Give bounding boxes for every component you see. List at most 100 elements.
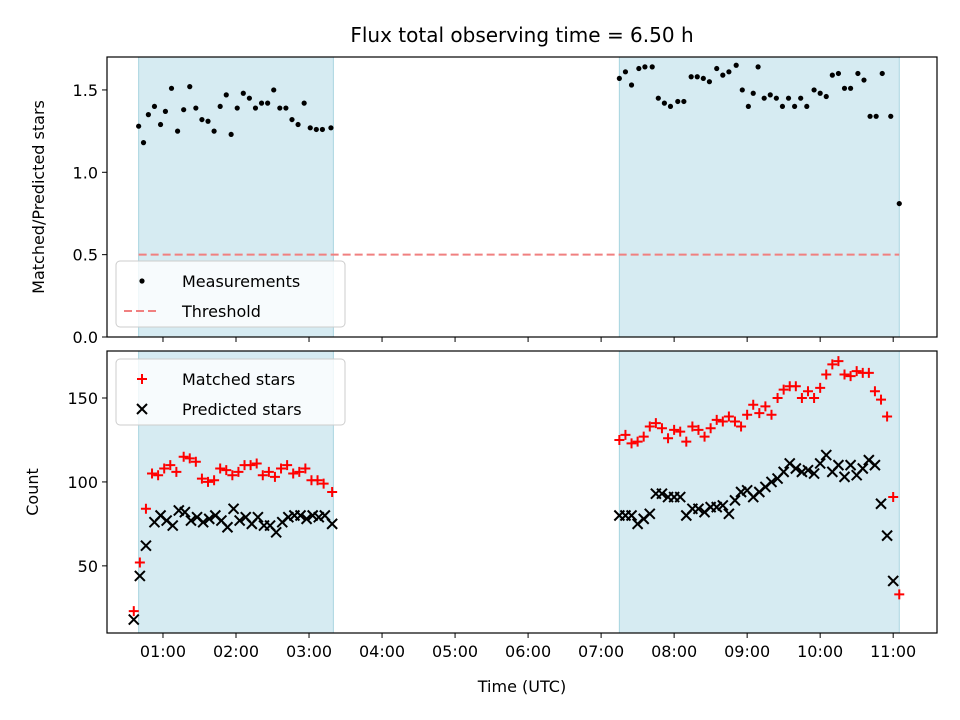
data-point [777, 466, 790, 478]
data-point [171, 466, 182, 477]
data-point [827, 359, 838, 370]
data-point [185, 514, 197, 527]
data-point [869, 386, 880, 397]
data-point [227, 470, 238, 481]
data-point [157, 121, 164, 128]
data-point [134, 570, 146, 582]
data-point [835, 70, 842, 77]
data-point [739, 87, 745, 93]
data-point [245, 460, 256, 471]
data-point [147, 468, 158, 479]
data-point [162, 108, 169, 114]
data-point [327, 487, 338, 497]
data-point [700, 75, 706, 82]
axes-frame [106, 56, 938, 338]
series-predicted-stars [128, 449, 899, 626]
data-point [319, 126, 326, 133]
data-point [772, 393, 783, 403]
data-point [845, 371, 856, 382]
data-point [851, 366, 862, 377]
data-point [312, 475, 323, 486]
observing-interval-band [618, 56, 900, 338]
data-point [271, 87, 277, 93]
data-point [879, 70, 885, 77]
data-point [318, 478, 329, 489]
data-point [681, 436, 692, 447]
data-point [723, 508, 735, 520]
data-point [632, 436, 643, 447]
data-point [808, 467, 820, 480]
data-point [726, 69, 732, 75]
legend-label: Threshold [181, 302, 261, 321]
y-tick-label: 0.0 [73, 328, 98, 347]
data-point [300, 513, 313, 525]
data-point [240, 90, 246, 96]
data-point [301, 100, 307, 106]
data-point [855, 70, 861, 77]
data-point [681, 98, 687, 105]
data-point [674, 491, 686, 503]
data-point [792, 103, 798, 110]
data-point [223, 92, 229, 98]
data-point [804, 103, 810, 110]
data-point [199, 116, 205, 123]
data-point [790, 462, 802, 475]
data-point [692, 503, 705, 515]
data-point [693, 424, 704, 435]
data-point [307, 125, 313, 131]
x-tick-label: 01:00 [140, 642, 186, 661]
legend: Measurements Threshold [115, 260, 346, 328]
axes-frame [106, 350, 938, 634]
y-tick-label: 100 [67, 473, 98, 492]
legend-swatch [137, 374, 147, 384]
data-point [257, 470, 268, 481]
x-tick-label: 10:00 [797, 642, 843, 661]
data-point [140, 140, 147, 146]
data-point [655, 95, 661, 101]
data-point [295, 121, 301, 128]
data-point [179, 506, 191, 518]
chart-title: Flux total observing time = 6.50 h [350, 23, 693, 47]
legend-label: Matched stars [182, 370, 295, 389]
data-point [167, 519, 179, 532]
data-point [233, 466, 244, 477]
data-point [705, 423, 716, 434]
data-point [802, 386, 813, 397]
x-axis-label: Time (UTC) [477, 677, 566, 696]
data-point [151, 103, 158, 110]
data-point [766, 409, 777, 420]
data-point [717, 416, 728, 427]
data-point [767, 92, 773, 98]
legend: Matched stars Predicted stars [115, 358, 346, 426]
data-point [720, 72, 726, 78]
data-point [745, 103, 751, 110]
x-tick-label: 06:00 [505, 642, 551, 661]
y-tick-label: 150 [67, 389, 98, 408]
data-point [754, 408, 765, 419]
data-point [258, 100, 265, 106]
data-point [227, 503, 240, 515]
data-point [796, 393, 807, 403]
data-point [251, 458, 262, 469]
data-point [832, 459, 845, 471]
data-point [215, 463, 226, 474]
data-point [821, 369, 832, 380]
data-point [839, 369, 850, 380]
data-point [733, 62, 739, 68]
data-point [294, 466, 305, 477]
data-point [252, 511, 264, 523]
data-point [761, 95, 767, 101]
data-point [283, 105, 289, 111]
data-point [888, 492, 899, 503]
data-point [614, 434, 625, 445]
data-point [625, 509, 638, 522]
data-point [729, 416, 740, 427]
data-point [636, 65, 642, 72]
data-point [145, 112, 151, 118]
data-point [656, 423, 667, 434]
data-point [184, 453, 195, 464]
data-point [128, 606, 139, 617]
data-point [873, 113, 879, 119]
data-point [869, 459, 881, 471]
legend-box [115, 358, 346, 426]
